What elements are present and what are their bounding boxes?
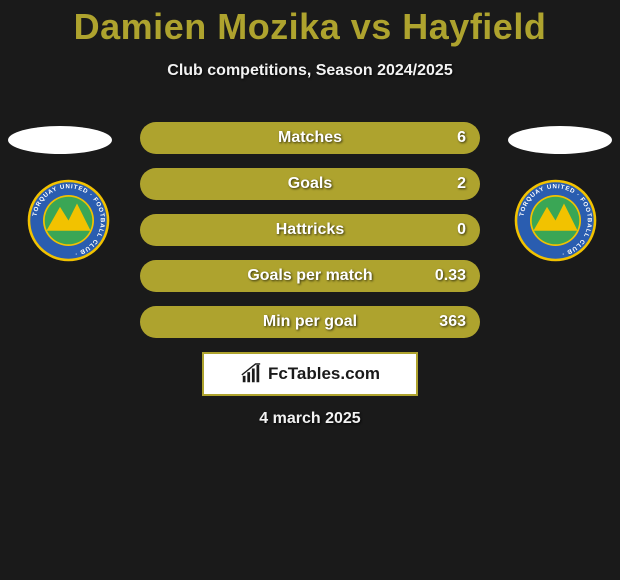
- brand-text: FcTables.com: [268, 364, 380, 384]
- player-right-placeholder: [508, 126, 612, 154]
- stat-label: Hattricks: [140, 221, 480, 239]
- player-left-placeholder: [8, 126, 112, 154]
- stats-container: Matches 6 Goals 2 Hattricks 0 Goals per …: [140, 122, 480, 352]
- club-logo-left: TORQUAY UNITED · FOOTBALL CLUB ·: [26, 178, 111, 263]
- stat-label: Matches: [140, 129, 480, 147]
- subtitle: Club competitions, Season 2024/2025: [0, 62, 620, 80]
- stat-row-min-per-goal: Min per goal 363: [140, 306, 480, 338]
- stat-value-right: 6: [457, 129, 466, 147]
- stat-value-right: 363: [439, 313, 466, 331]
- stat-value-right: 0.33: [435, 267, 466, 285]
- stat-value-right: 0: [457, 221, 466, 239]
- stat-label: Goals: [140, 175, 480, 193]
- club-logo-right: TORQUAY UNITED · FOOTBALL CLUB ·: [513, 178, 598, 263]
- bar-chart-icon: [240, 363, 262, 385]
- stat-value-right: 2: [457, 175, 466, 193]
- stat-row-hattricks: Hattricks 0: [140, 214, 480, 246]
- stat-row-matches: Matches 6: [140, 122, 480, 154]
- stat-label: Goals per match: [140, 267, 480, 285]
- stat-row-goals: Goals 2: [140, 168, 480, 200]
- footer-date: 4 march 2025: [0, 410, 620, 428]
- stat-label: Min per goal: [140, 313, 480, 331]
- stat-row-goals-per-match: Goals per match 0.33: [140, 260, 480, 292]
- page-title: Damien Mozika vs Hayfield: [0, 0, 620, 48]
- brand-box[interactable]: FcTables.com: [202, 352, 418, 396]
